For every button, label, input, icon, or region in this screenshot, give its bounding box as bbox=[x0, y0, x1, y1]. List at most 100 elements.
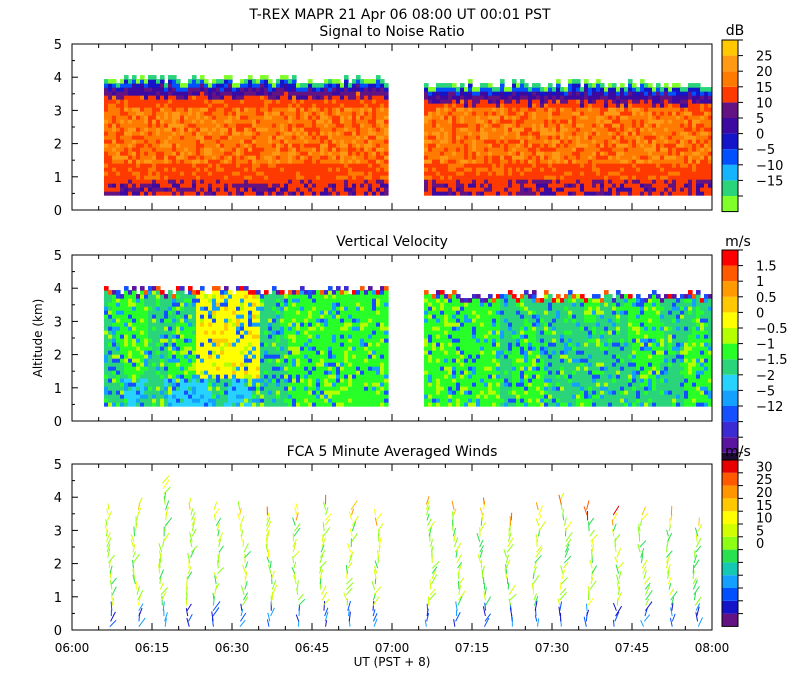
snr-cell bbox=[568, 127, 573, 132]
vv-cell bbox=[184, 298, 189, 303]
snr-cell bbox=[344, 83, 349, 88]
snr-cell bbox=[160, 111, 165, 116]
snr-cell bbox=[196, 187, 201, 192]
vv-cell bbox=[148, 378, 153, 383]
snr-cell bbox=[316, 83, 321, 88]
snr-cell bbox=[144, 187, 149, 192]
snr-cell bbox=[664, 159, 669, 164]
snr-cell bbox=[496, 187, 501, 192]
vv-cell bbox=[200, 310, 205, 315]
snr-cell bbox=[164, 103, 169, 108]
snr-cell bbox=[688, 99, 693, 104]
snr-cell bbox=[628, 143, 633, 148]
snr-cell bbox=[232, 171, 237, 176]
vv-cell bbox=[120, 366, 125, 371]
snr-cell bbox=[248, 79, 253, 84]
vv-cell bbox=[184, 398, 189, 403]
snr-cell bbox=[216, 107, 221, 112]
snr-ytick-label: 5 bbox=[54, 38, 62, 53]
snr-cell bbox=[632, 179, 637, 184]
snr-cell bbox=[448, 167, 453, 172]
snr-cell bbox=[352, 99, 357, 104]
snr-cell bbox=[448, 159, 453, 164]
snr-cell bbox=[616, 171, 621, 176]
vv-cell bbox=[168, 382, 173, 387]
snr-cell bbox=[480, 143, 485, 148]
vv-cell bbox=[216, 366, 221, 371]
vv-cell bbox=[136, 398, 141, 403]
snr-colorbar-cell bbox=[722, 164, 738, 181]
snr-cell bbox=[544, 107, 549, 112]
vv-cell bbox=[116, 362, 121, 367]
snr-cell bbox=[632, 83, 637, 88]
vv-cell bbox=[184, 314, 189, 319]
vv-cell bbox=[140, 298, 145, 303]
snr-cell bbox=[548, 99, 553, 104]
snr-colorbar-label: −5 bbox=[756, 143, 775, 158]
snr-cell bbox=[116, 87, 121, 92]
snr-cell bbox=[524, 179, 529, 184]
vv-cell bbox=[132, 394, 137, 399]
snr-cell bbox=[340, 167, 345, 172]
snr-cell bbox=[208, 111, 213, 116]
snr-cell bbox=[436, 151, 441, 156]
snr-cell bbox=[136, 95, 141, 100]
snr-colorbar-cell bbox=[722, 133, 738, 150]
snr-cell bbox=[628, 135, 633, 140]
snr-cell bbox=[312, 107, 317, 112]
snr-cell bbox=[628, 123, 633, 128]
snr-cell bbox=[364, 191, 369, 196]
snr-cell bbox=[632, 159, 637, 164]
vv-cell bbox=[148, 342, 153, 347]
snr-cell bbox=[440, 171, 445, 176]
snr-cell bbox=[172, 99, 177, 104]
snr-cell bbox=[252, 79, 257, 84]
snr-cell bbox=[680, 151, 685, 156]
snr-cell bbox=[668, 175, 673, 180]
vv-cell bbox=[160, 294, 165, 299]
snr-cell bbox=[324, 123, 329, 128]
vv-cell bbox=[128, 298, 133, 303]
snr-cell bbox=[204, 99, 209, 104]
snr-cell bbox=[304, 127, 309, 132]
vv-cell bbox=[116, 342, 121, 347]
snr-cell bbox=[344, 191, 349, 196]
snr-cell bbox=[656, 95, 661, 100]
snr-cell bbox=[364, 139, 369, 144]
snr-cell bbox=[168, 95, 173, 100]
snr-cell bbox=[448, 123, 453, 128]
snr-cell bbox=[352, 171, 357, 176]
snr-cell bbox=[316, 99, 321, 104]
snr-cell bbox=[600, 119, 605, 124]
snr-cell bbox=[632, 127, 637, 132]
snr-cell bbox=[164, 91, 169, 96]
snr-cell bbox=[168, 103, 173, 108]
vv-cell bbox=[208, 370, 213, 375]
snr-cell bbox=[624, 123, 629, 128]
snr-cell bbox=[116, 95, 121, 100]
snr-cell bbox=[604, 159, 609, 164]
snr-cell bbox=[148, 131, 153, 136]
snr-cell bbox=[300, 87, 305, 92]
vv-cell bbox=[180, 318, 185, 323]
snr-cell bbox=[648, 147, 653, 152]
snr-cell bbox=[496, 103, 501, 108]
snr-cell bbox=[160, 103, 165, 108]
snr-cell bbox=[684, 119, 689, 124]
snr-cell bbox=[484, 163, 489, 168]
snr-cell bbox=[588, 167, 593, 172]
snr-cell bbox=[564, 179, 569, 184]
snr-cell bbox=[304, 119, 309, 124]
snr-cell bbox=[492, 91, 497, 96]
vv-cell bbox=[144, 326, 149, 331]
snr-cell bbox=[176, 95, 181, 100]
snr-cell bbox=[336, 103, 341, 108]
snr-cell bbox=[168, 143, 173, 148]
snr-colorbar-label: 0 bbox=[756, 128, 764, 143]
snr-cell bbox=[376, 131, 381, 136]
snr-cell bbox=[664, 111, 669, 116]
snr-cell bbox=[348, 167, 353, 172]
snr-cell bbox=[268, 107, 273, 112]
snr-cell bbox=[164, 191, 169, 196]
snr-cell bbox=[120, 83, 125, 88]
